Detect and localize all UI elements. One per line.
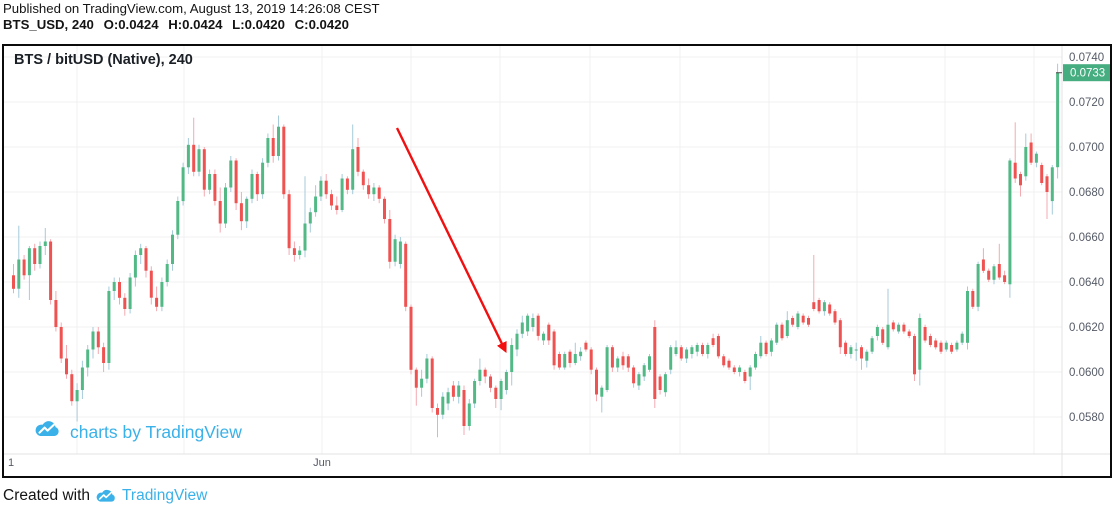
created-with-footer: Created with TradingView — [3, 487, 207, 505]
grid-lines — [4, 46, 1062, 454]
time-axis-labels[interactable]: 1 Jun — [8, 457, 331, 469]
published-line: Published on TradingView.com, August 13,… — [3, 1, 380, 16]
open-label: O: — [103, 17, 119, 32]
symbol-name: BTS_USD, 240 — [3, 17, 94, 32]
svg-text:0.0720: 0.0720 — [1069, 97, 1104, 109]
watermark-text: charts by TradingView — [70, 421, 242, 442]
symbol-ohlc-line: BTS_USD, 240 O:0.0424 H:0.0424 L:0.0420 … — [3, 17, 380, 32]
svg-text:0.0733: 0.0733 — [1070, 68, 1105, 80]
close-value: 0.0420 — [308, 17, 349, 32]
svg-text:0.0600: 0.0600 — [1069, 367, 1104, 379]
svg-text:1: 1 — [8, 457, 14, 469]
svg-text:0.0680: 0.0680 — [1069, 187, 1104, 199]
tradingview-cloud-icon-small — [95, 489, 117, 504]
annotation-arrow — [395, 127, 507, 354]
svg-text:0.0700: 0.0700 — [1069, 142, 1104, 154]
price-axis-labels[interactable]: 0.0740 0.0720 0.0700 0.0680 0.0660 0.0640 0.06… — [1069, 52, 1104, 424]
tradingview-watermark-link[interactable]: charts by TradingView — [34, 420, 242, 444]
chart-panel: 0.0740 0.0720 0.0700 0.0680 0.0660 0.0640 0.06… — [2, 44, 1112, 478]
close-label: C: — [294, 17, 309, 32]
candlestick-series — [12, 63, 1060, 438]
last-price-badge: 0.0733 — [1056, 64, 1110, 82]
svg-text:0.0740: 0.0740 — [1069, 52, 1104, 64]
svg-text:0.0660: 0.0660 — [1069, 232, 1104, 244]
tradingview-cloud-icon — [34, 420, 61, 444]
candlestick-chart: 0.0740 0.0720 0.0700 0.0680 0.0660 0.0640 0.06… — [4, 46, 1110, 476]
open-value: 0.0424 — [118, 17, 159, 32]
svg-text:0.0580: 0.0580 — [1069, 412, 1104, 424]
low-value: 0.0420 — [244, 17, 285, 32]
low-label: L: — [232, 17, 245, 32]
created-with-text: Created with — [3, 487, 91, 504]
chart-title: BTS / bitUSD (Native), 240 — [14, 52, 193, 68]
svg-text:Jun: Jun — [313, 457, 331, 469]
tradingview-brand-link[interactable]: TradingView — [122, 487, 208, 504]
high-value: 0.0424 — [182, 17, 223, 32]
publish-info: Published on TradingView.com, August 13,… — [3, 1, 380, 32]
svg-text:0.0620: 0.0620 — [1069, 322, 1104, 334]
high-label: H: — [168, 17, 183, 32]
svg-text:0.0640: 0.0640 — [1069, 277, 1104, 289]
